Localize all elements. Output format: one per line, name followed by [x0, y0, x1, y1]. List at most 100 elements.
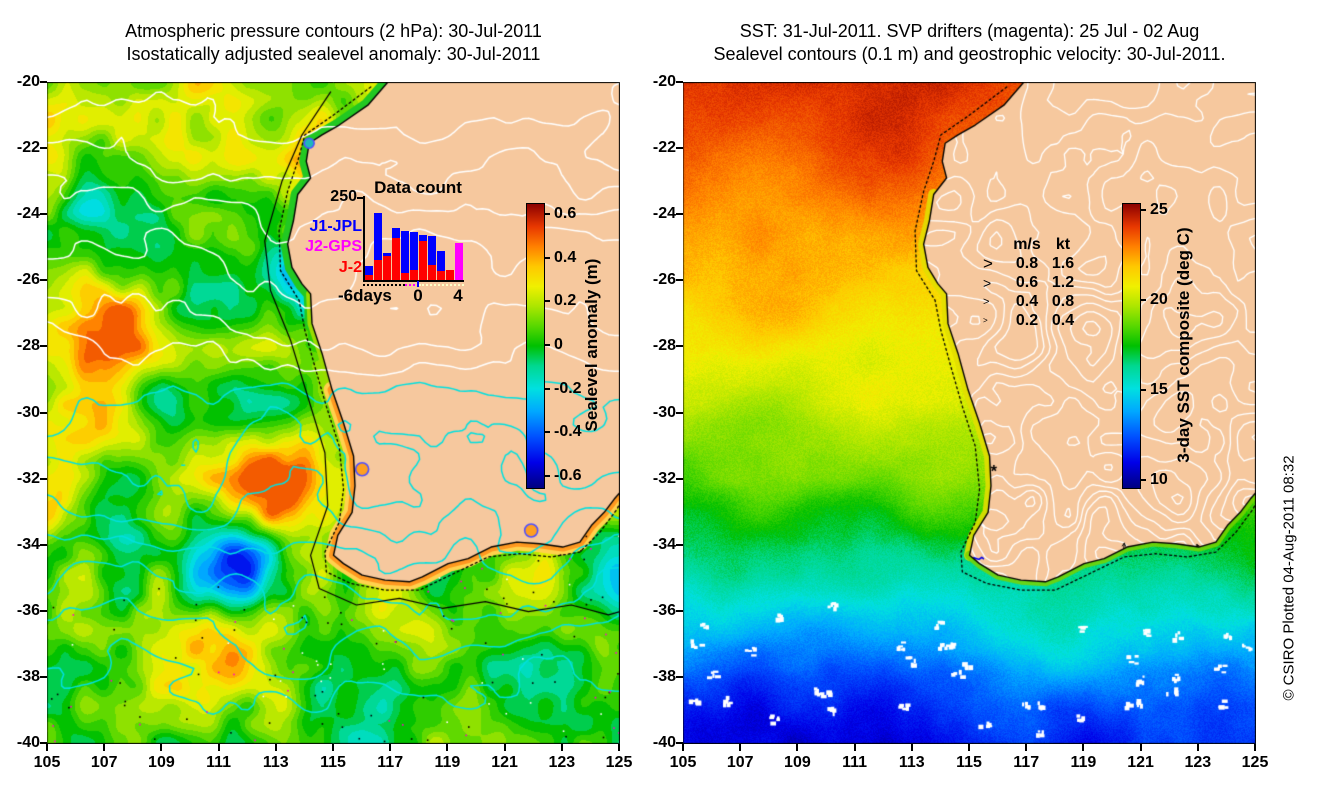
y-tick-mark	[40, 411, 47, 414]
x-tick-mark	[160, 744, 163, 751]
y-tick-mark	[40, 279, 47, 282]
histogram-timeline-white	[419, 284, 464, 286]
histogram-bar-segment	[410, 232, 418, 271]
x-tick-mark	[560, 744, 563, 751]
y-tick-mark	[40, 742, 47, 744]
histogram-x-label-zero: 0	[413, 286, 423, 305]
x-tick-label: 109	[148, 754, 175, 771]
x-tick-mark	[332, 744, 334, 751]
histogram-bars	[365, 198, 464, 280]
x-tick-label: 123	[548, 754, 576, 771]
sst-colorbar	[1122, 203, 1141, 489]
velocity-scale-legend: m/s kt >0.8 1.6 >0.6 1.2 >0.4 0.8 >0.2 0.4	[983, 235, 1081, 330]
x-tick-label: 117	[1013, 754, 1040, 771]
right-title-line1: SST: 31-Jul-2011. SVP drifters (magenta)…	[739, 21, 1200, 41]
y-tick-mark	[676, 411, 683, 414]
velocity-arrow-icon: >	[983, 316, 988, 325]
y-tick-label: -28	[16, 337, 40, 355]
histogram-baseline	[363, 280, 464, 282]
sealevel-anomaly-colorbar	[526, 203, 545, 489]
y-tick-label: -32	[652, 469, 676, 487]
histogram-x-label-start: -6days	[338, 286, 392, 305]
y-tick-mark	[676, 345, 683, 348]
x-tick-label: 121	[491, 754, 518, 771]
colorbar-tick-label: 15	[1150, 380, 1168, 398]
histogram-bar-segment	[419, 241, 427, 280]
velocity-arrow-icon: >	[983, 295, 990, 308]
histogram-bar	[419, 234, 427, 280]
y-tick-mark	[40, 345, 47, 348]
x-tick-label: 109	[784, 754, 811, 771]
y-tick-mark	[40, 609, 47, 612]
x-tick-label: 117	[377, 754, 404, 771]
velocity-legend-header: m/s kt	[983, 235, 1081, 254]
y-tick-label: -36	[16, 601, 40, 619]
y-tick-label: -34	[652, 535, 676, 553]
velocity-legend-rows: >0.8 1.6 >0.6 1.2 >0.4 0.8 >0.2 0.4	[983, 254, 1081, 330]
velocity-arrow-icon: >	[983, 253, 993, 273]
y-tick-label: -40	[652, 734, 676, 751]
x-tick-mark	[389, 744, 392, 751]
x-tick-label: 119	[1070, 754, 1097, 771]
sealevel-anomaly-map-canvas	[47, 82, 620, 744]
y-tick-label: -36	[652, 601, 676, 619]
y-tick-mark	[676, 477, 683, 480]
colorbar-tick-label: 0.2	[554, 292, 577, 310]
y-tick-label: -22	[652, 139, 676, 157]
y-tick-mark	[676, 213, 683, 216]
x-tick-mark	[1082, 744, 1085, 751]
y-tick-label: -26	[16, 271, 40, 289]
x-tick-label: 125	[605, 754, 633, 771]
colorbar-tick-label: 10	[1150, 470, 1168, 488]
y-tick-mark	[676, 675, 683, 678]
x-tick-mark	[618, 744, 620, 751]
histogram-bar-segment	[428, 265, 436, 280]
histogram-bar-segment	[446, 270, 454, 280]
y-tick-label: -26	[652, 271, 676, 289]
x-tick-mark	[682, 744, 684, 751]
histogram-x-label-end: 4	[453, 286, 463, 305]
y-tick-mark	[40, 81, 47, 83]
y-tick-label: -20	[16, 73, 40, 90]
x-tick-mark	[1254, 744, 1256, 751]
histogram-bar-segment	[383, 253, 391, 257]
x-tick-mark	[274, 744, 277, 751]
colorbar-tick-mark	[544, 475, 550, 478]
x-tick-mark	[1025, 744, 1028, 751]
histogram-bar-segment	[455, 243, 463, 280]
y-tick-mark	[676, 147, 683, 150]
x-tick-label: 119	[434, 754, 461, 771]
histogram-bar	[410, 232, 418, 280]
sst-map-canvas	[683, 82, 1256, 744]
y-tick-label: -40	[16, 734, 40, 751]
left-title-line2: Isostatically adjusted sealevel anomaly:…	[126, 44, 541, 64]
histogram-bar-segment	[374, 213, 382, 260]
histogram-bar	[392, 228, 400, 280]
velocity-ms-value: 0.8	[1015, 254, 1039, 272]
y-tick-mark	[676, 742, 683, 744]
right-panel-title: SST: 31-Jul-2011. SVP drifters (magenta)…	[683, 20, 1256, 66]
y-tick-label: -22	[16, 139, 40, 157]
velocity-arrow-icon: >	[983, 274, 992, 291]
x-tick-mark	[1196, 744, 1199, 751]
histogram-bar	[437, 251, 445, 280]
histogram-bar-segment	[410, 270, 418, 280]
histogram-bar	[365, 265, 373, 280]
histogram-bar-segment	[374, 259, 382, 280]
colorbar-tick-label: -0.6	[554, 467, 582, 485]
y-tick-label: -28	[652, 337, 676, 355]
x-tick-mark	[446, 744, 449, 751]
x-tick-mark	[103, 744, 106, 751]
left-panel-title: Atmospheric pressure contours (2 hPa): 3…	[47, 20, 620, 66]
x-tick-mark	[503, 744, 506, 751]
histogram-bar	[383, 253, 391, 280]
y-tick-mark	[676, 279, 683, 282]
histogram-bar-segment	[428, 236, 436, 266]
histogram-bar-segment	[392, 228, 400, 239]
x-tick-label: 107	[90, 754, 118, 771]
colorbar-tick-mark	[1140, 209, 1146, 212]
y-tick-label: -38	[16, 667, 40, 685]
x-tick-label: 115	[320, 754, 346, 771]
y-tick-label: -20	[652, 73, 676, 90]
